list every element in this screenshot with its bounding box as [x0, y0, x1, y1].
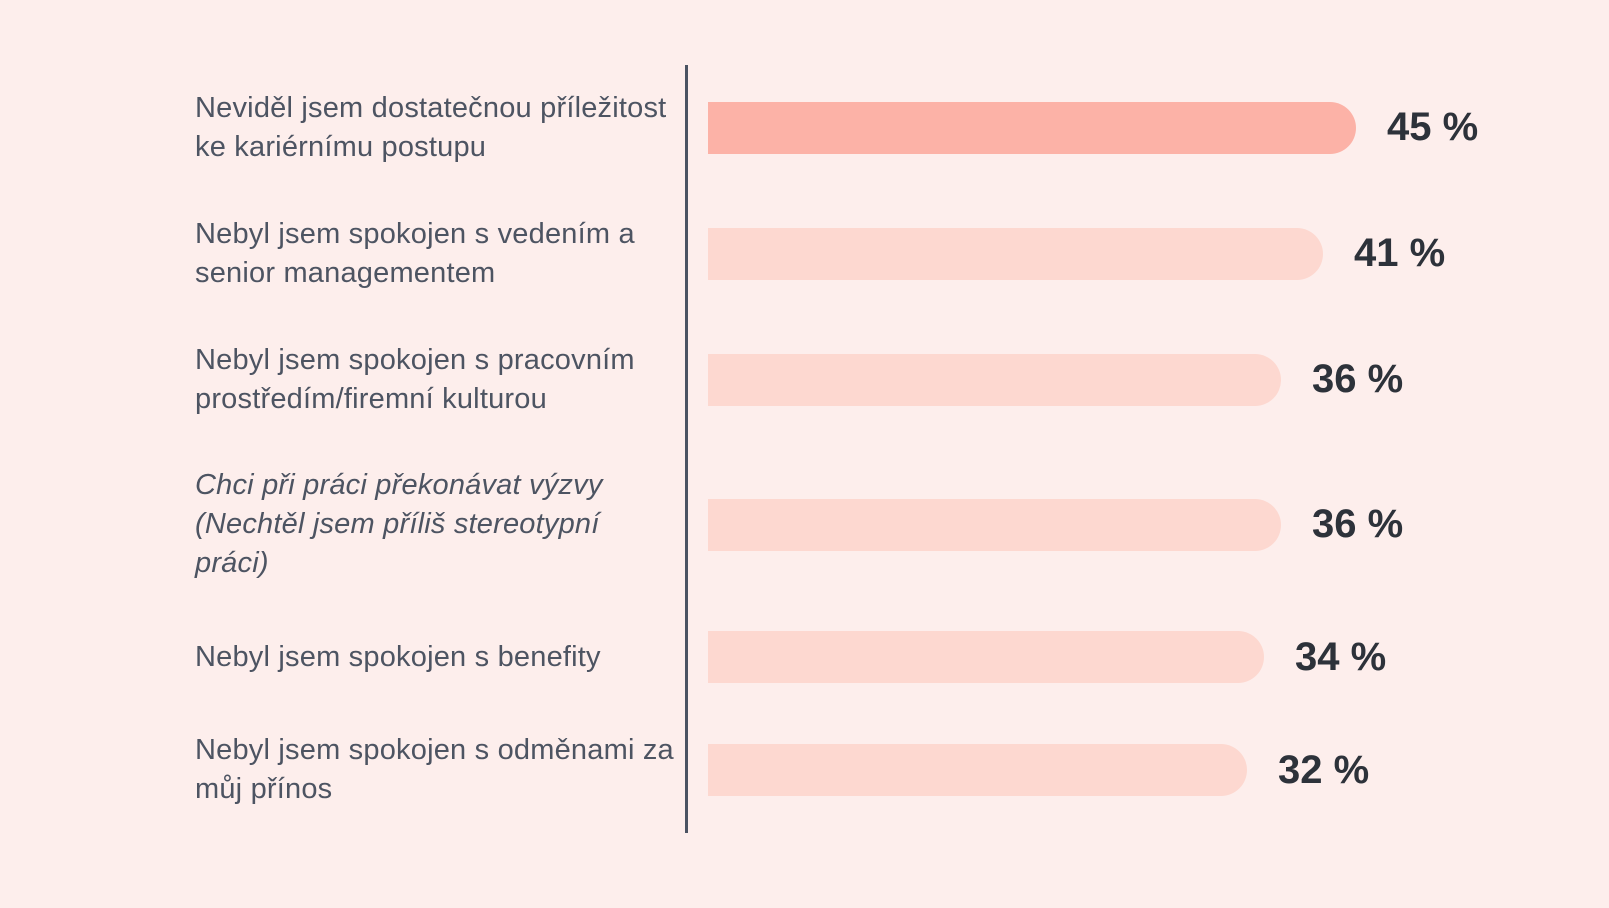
value-label: 41 %	[1354, 231, 1446, 276]
bar-zone: 41 %	[708, 227, 1446, 280]
value-label: 45 %	[1387, 105, 1479, 150]
category-label: Nebyl jsem spokojen s vedením a senior m…	[195, 217, 635, 289]
value-label: 36 %	[1312, 502, 1404, 547]
category-label: Chci při práci překonávat výzvy (Nechtěl…	[195, 469, 603, 580]
chart-row: Chci při práci překonávat výzvy (Nechtěl…	[0, 466, 1609, 583]
value-label: 34 %	[1295, 634, 1387, 679]
category-label: Nebyl jsem spokojen s odměnami za můj př…	[195, 734, 674, 806]
chart-row: Nebyl jsem spokojen s benefity 34 %	[0, 631, 1609, 684]
bar	[708, 744, 1247, 797]
bar	[708, 101, 1356, 154]
bar-zone: 36 %	[708, 498, 1404, 551]
bar-zone: 36 %	[708, 353, 1404, 406]
bar-zone: 32 %	[708, 744, 1370, 797]
bar-zone: 45 %	[708, 101, 1479, 154]
bar	[708, 353, 1281, 406]
axis-baseline	[685, 65, 688, 833]
category-label: Nebyl jsem spokojen s benefity	[195, 640, 601, 673]
chart-row: Nebyl jsem spokojen s pracovním prostřed…	[0, 341, 1609, 419]
bar	[708, 631, 1264, 684]
chart-row: Nebyl jsem spokojen s vedením a senior m…	[0, 215, 1609, 293]
category-label: Neviděl jsem dostatečnou příležitost ke …	[195, 91, 667, 163]
bar	[708, 227, 1323, 280]
chart-row: Nebyl jsem spokojen s odměnami za můj př…	[0, 731, 1609, 809]
chart-row: Neviděl jsem dostatečnou příležitost ke …	[0, 89, 1609, 167]
bar	[708, 498, 1281, 551]
category-label: Nebyl jsem spokojen s pracovním prostřed…	[195, 343, 635, 415]
value-label: 32 %	[1278, 747, 1370, 792]
value-label: 36 %	[1312, 357, 1404, 402]
bar-zone: 34 %	[708, 631, 1387, 684]
chart-rows: Neviděl jsem dostatečnou příležitost ke …	[0, 65, 1609, 833]
